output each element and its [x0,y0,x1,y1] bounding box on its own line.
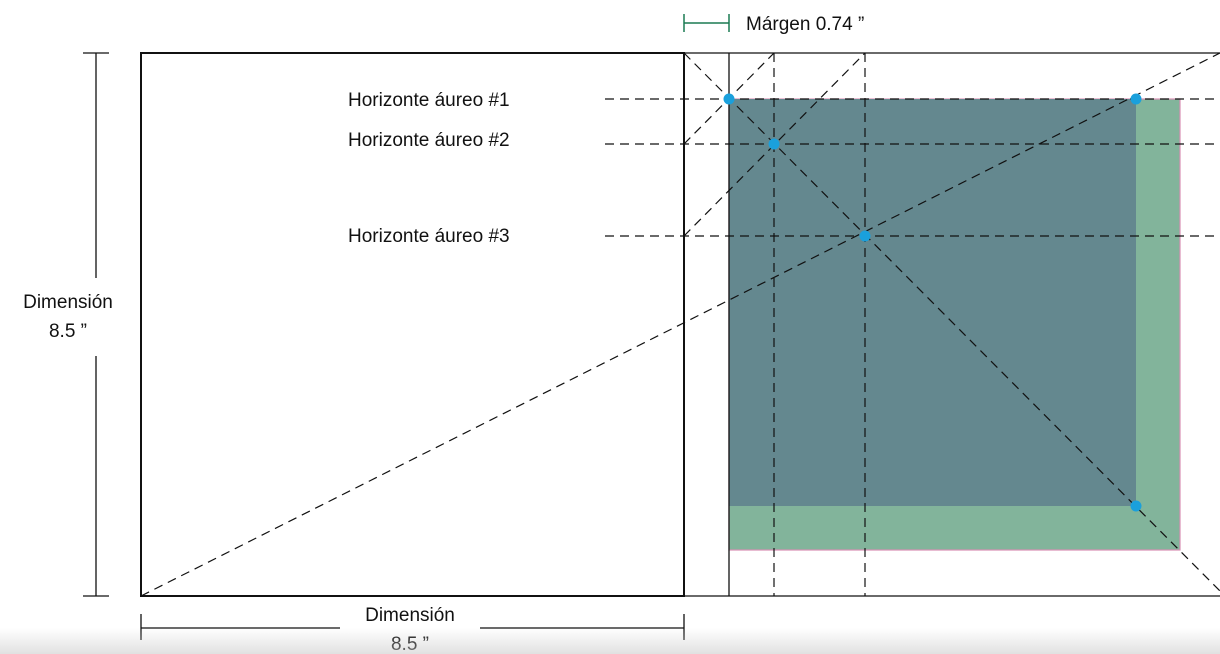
left-page-square [140,52,685,597]
horizon-1-label: Horizonte áureo #1 [348,90,510,111]
vertical-dimension-title: Dimensión [23,292,113,313]
margin-marker [683,14,730,32]
golden-point [859,230,871,242]
golden-point [1130,93,1142,105]
margin-label: Márgen 0.74 ” [746,14,864,35]
horizon-2-label: Horizonte áureo #2 [348,130,510,151]
golden-point [723,93,735,105]
vertical-dimension-value: 8.5 ” [49,321,87,342]
horizontal-dimension-title: Dimensión [365,605,455,626]
golden-point [1130,500,1142,512]
horizon-3-label: Horizonte áureo #3 [348,226,510,247]
horizontal-dimension-value: 8.5 ” [391,634,429,654]
long-diagonal [140,52,1220,597]
golden-point [768,138,780,150]
vertical-dimension-marker [83,52,109,597]
